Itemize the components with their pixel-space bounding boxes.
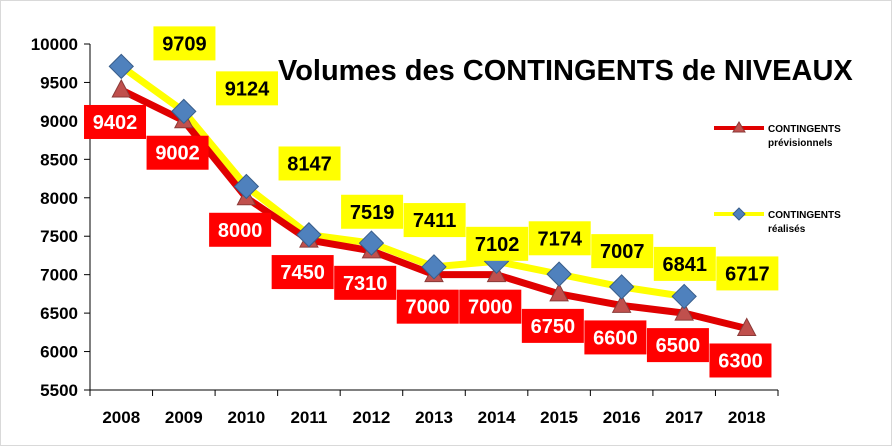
y-tick-label: 6500 [40, 304, 78, 323]
chart-title: Volumes des CONTINGENTS de NIVEAUX [278, 55, 853, 87]
data-point-previsionnels [111, 78, 132, 98]
y-tick-label: 8500 [40, 150, 78, 169]
data-label-realises: 7007 [600, 241, 645, 263]
data-label-box-previsionnels [209, 212, 272, 247]
data-label-previsionnels: 7450 [280, 262, 325, 284]
data-label-previsionnels: 6600 [593, 327, 638, 349]
data-point-previsionnels [549, 282, 569, 302]
data-label-previsionnels: 6500 [656, 335, 701, 357]
data-label-previsionnels: 7310 [343, 273, 388, 295]
legend: CONTINGENTS prévisionnels CONTINGENTS réali… [714, 121, 841, 235]
data-point-realises [296, 222, 322, 248]
y-tick-label: 7000 [40, 266, 78, 285]
data-label-realises: 7411 [413, 210, 456, 232]
data-labels: 9709 9124 8147 7519 7411 7102 7174 7007 6841 6717… [84, 26, 779, 378]
data-point-previsionnels [674, 302, 695, 321]
data-label-box-realises [153, 26, 216, 61]
legend-label-previsionnels-line1: CONTINGENTS [768, 124, 841, 135]
y-tick-label: 6000 [40, 343, 78, 362]
data-label-realises: 7519 [350, 202, 395, 224]
data-point-realises [421, 254, 447, 280]
data-label-previsionnels: 8000 [218, 220, 263, 242]
data-label-box-realises [215, 71, 278, 106]
data-label-previsionnels: 6750 [531, 316, 576, 338]
data-label-previsionnels: 7000 [405, 297, 450, 319]
data-label-box-realises [591, 234, 654, 269]
x-tick-label: 2010 [227, 408, 265, 427]
x-tick-label: 2013 [415, 408, 453, 427]
data-point-realises [358, 230, 385, 256]
y-tick-label: 5500 [40, 381, 78, 400]
x-tick-label: 2018 [728, 408, 766, 427]
data-label-realises: 6841 [663, 254, 708, 276]
data-label-previsionnels: 9002 [155, 143, 200, 165]
data-label-box-previsionnels [84, 104, 147, 139]
x-tick-label: 2012 [353, 408, 391, 427]
data-label-box-realises [466, 226, 529, 261]
data-label-box-previsionnels [521, 308, 584, 343]
data-point-realises [546, 261, 572, 287]
data-label-box-previsionnels [646, 328, 709, 363]
data-point-realises [608, 274, 635, 300]
y-tick-label: 10000 [31, 35, 78, 54]
data-label-box-realises [716, 256, 779, 291]
y-tick-label: 9000 [40, 112, 78, 131]
data-label-realises: 9709 [162, 33, 207, 55]
y-tick-label: 9500 [40, 73, 78, 92]
x-tick-label: 2017 [665, 408, 703, 427]
x-tick-label: 2008 [102, 408, 140, 427]
legend-label-realises-line1: CONTINGENTS [768, 210, 841, 221]
data-label-box-realises [278, 146, 341, 181]
x-tick-label: 2011 [290, 408, 327, 427]
legend-marker-previsionnels [732, 121, 746, 133]
data-label-box-realises [653, 246, 716, 281]
data-point-realises [233, 173, 260, 200]
data-label-box-previsionnels [709, 343, 772, 378]
x-tick-label: 2015 [540, 408, 578, 427]
data-label-box-realises [341, 194, 404, 229]
data-label-box-realises [528, 221, 591, 256]
legend-label-realises-line2: réalisés [768, 224, 806, 235]
data-label-previsionnels: 6300 [718, 350, 763, 372]
data-point-realises [171, 98, 197, 125]
data-label-box-previsionnels [146, 135, 209, 170]
data-label-box-previsionnels [459, 289, 522, 324]
data-label-realises: 7174 [537, 228, 582, 250]
x-tick-label: 2014 [478, 408, 516, 427]
data-point-realises [108, 53, 134, 80]
data-label-previsionnels: 7000 [468, 297, 513, 319]
y-tick-label: 7500 [40, 227, 78, 246]
data-label-realises: 6717 [725, 263, 770, 285]
data-point-realises [671, 283, 697, 310]
x-tick-label: 2016 [603, 408, 641, 427]
data-label-realises: 9124 [225, 78, 270, 100]
series-line-realises [119, 63, 685, 300]
data-label-realises: 8147 [287, 153, 332, 175]
data-label-realises: 7102 [475, 234, 520, 256]
data-label-previsionnels: 9402 [93, 112, 138, 134]
data-label-box-previsionnels [584, 320, 647, 355]
data-label-box-previsionnels [334, 265, 397, 300]
data-label-box-previsionnels [271, 255, 334, 290]
y-tick-label: 8000 [40, 189, 78, 208]
x-tick-label: 2009 [165, 408, 203, 427]
legend-label-previsionnels-line2: prévisionnels [768, 138, 833, 149]
data-point-previsionnels [611, 294, 632, 313]
axes: 5500 6000 6500 7000 7500 8000 8500 9000 9500 1000… [31, 35, 779, 427]
legend-marker-realises [732, 207, 746, 221]
data-label-box-previsionnels [396, 289, 459, 324]
data-point-previsionnels [736, 317, 757, 336]
data-label-box-realises [403, 203, 466, 238]
